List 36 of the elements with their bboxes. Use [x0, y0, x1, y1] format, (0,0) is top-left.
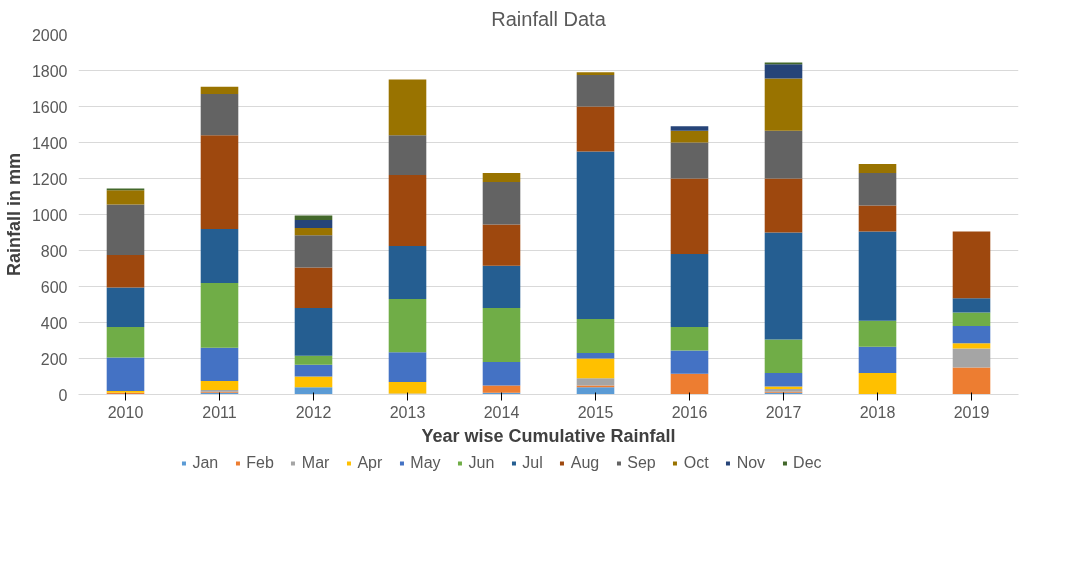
x-tick-label: 2012	[295, 403, 332, 421]
legend-label: May	[410, 454, 441, 472]
x-tick-label: 2013	[389, 403, 426, 421]
legend-label: Jul	[522, 454, 543, 472]
x-tick-label: 2018	[859, 403, 896, 421]
y-tick-label: 2000	[31, 26, 68, 44]
x-tick-label: 2015	[577, 403, 614, 421]
legend-label: Jun	[468, 454, 495, 472]
y-tick-label: 600	[40, 278, 68, 296]
chart-title: Rainfall Data	[491, 7, 607, 30]
x-tick-label: 2014	[483, 403, 520, 421]
x-tick-label: 2011	[202, 403, 237, 421]
y-axis-title: Rainfall in mm	[3, 152, 24, 277]
x-tick-label: 2017	[765, 403, 802, 421]
legend-label: Nov	[736, 454, 766, 472]
x-tick-label: 2016	[671, 403, 708, 421]
y-tick-label: 400	[40, 314, 68, 332]
y-tick-label: 1400	[31, 134, 68, 152]
y-tick-label: 1200	[31, 170, 68, 188]
legend-label: Apr	[357, 454, 383, 472]
y-tick-label: 200	[40, 350, 68, 368]
x-tick-label: 2010	[107, 403, 144, 421]
y-tick-label: 1000	[31, 206, 68, 224]
legend-label: Feb	[246, 454, 274, 472]
legend-label: Mar	[301, 454, 330, 472]
legend-label: Aug	[570, 454, 600, 472]
legend-label: Oct	[683, 454, 709, 472]
y-tick-label: 1600	[31, 98, 68, 116]
x-tick-label: 2019	[953, 403, 990, 421]
x-axis-title: Year wise Cumulative Rainfall	[421, 425, 676, 446]
legend-label: Dec	[793, 454, 822, 472]
legend-label: Sep	[627, 454, 656, 472]
legend-label: Jan	[192, 454, 219, 472]
y-tick-label: 800	[40, 242, 68, 260]
y-tick-label: 1800	[31, 62, 68, 80]
y-tick-label: 0	[58, 386, 68, 404]
